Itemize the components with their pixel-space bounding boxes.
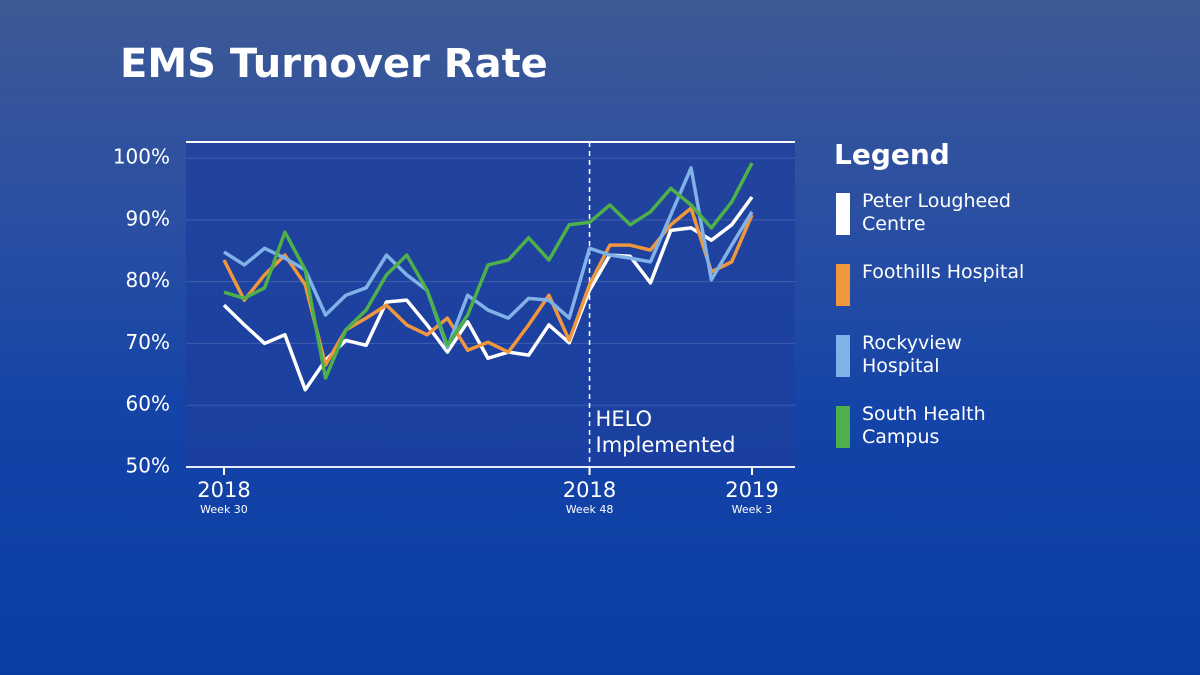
x-tick-year: 2018: [563, 478, 616, 502]
series-line: [223, 166, 754, 350]
y-tick-label: 50%: [126, 454, 170, 478]
y-tick-label: 100%: [113, 145, 170, 169]
legend-swatch: [836, 335, 850, 377]
legend-swatch: [836, 264, 850, 306]
x-tick-year: 2019: [725, 478, 778, 502]
y-tick-label: 70%: [126, 330, 170, 354]
y-tick-label: 80%: [126, 268, 170, 292]
x-tick-week: Week 48: [566, 503, 614, 516]
chart-title: EMS Turnover Rate: [120, 41, 548, 87]
x-tick-week: Week 3: [732, 503, 773, 516]
legend-label: Peter Lougheed Centre: [862, 190, 1011, 235]
x-tick-year: 2018: [197, 478, 250, 502]
y-tick-label: 90%: [126, 206, 170, 230]
legend-label: Rockyview Hospital: [862, 332, 962, 377]
y-tick-label: 60%: [126, 392, 170, 416]
plot-area: [186, 142, 795, 467]
legend-title: Legend: [834, 138, 950, 171]
legend-swatch: [836, 406, 850, 448]
series-line: [222, 195, 754, 392]
annotation-text: Implemented: [596, 433, 736, 457]
annotation-text: HELO: [596, 407, 653, 431]
x-tick-week: Week 30: [200, 503, 248, 516]
legend-swatch: [836, 193, 850, 235]
legend-label: Foothills Hospital: [862, 261, 1025, 283]
legend-label: South Health Campus: [862, 403, 986, 448]
series-line: [223, 162, 754, 380]
